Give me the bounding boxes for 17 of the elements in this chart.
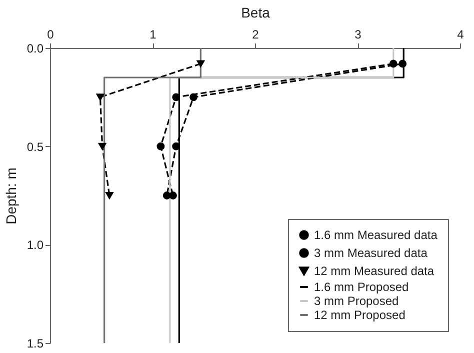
x-tick-label: 0 bbox=[47, 28, 54, 42]
x-tick-label: 1 bbox=[150, 28, 157, 42]
y-tick-label: 1.0 bbox=[26, 238, 44, 252]
x-axis-title: Beta bbox=[241, 4, 270, 20]
y-tick-label: 1.5 bbox=[26, 336, 44, 350]
x-tick-label: 2 bbox=[252, 28, 260, 42]
x-tick-label: 3 bbox=[354, 28, 362, 42]
legend-label: 1.6 mm Proposed bbox=[314, 280, 409, 294]
legend-label: 12 mm Measured data bbox=[314, 264, 434, 278]
legend-label: 1.6 mm Measured data bbox=[314, 228, 438, 242]
y-tick-label: 0.0 bbox=[26, 42, 44, 56]
y-tick-label: 0.5 bbox=[26, 140, 44, 154]
legend-label: 3 mm Measured data bbox=[314, 246, 428, 260]
legend-label: 12 mm Proposed bbox=[314, 308, 406, 322]
y-axis-title: Depth: m bbox=[2, 168, 19, 224]
legend-label: 3 mm Proposed bbox=[314, 294, 399, 308]
x-tick-label: 4 bbox=[457, 28, 464, 42]
